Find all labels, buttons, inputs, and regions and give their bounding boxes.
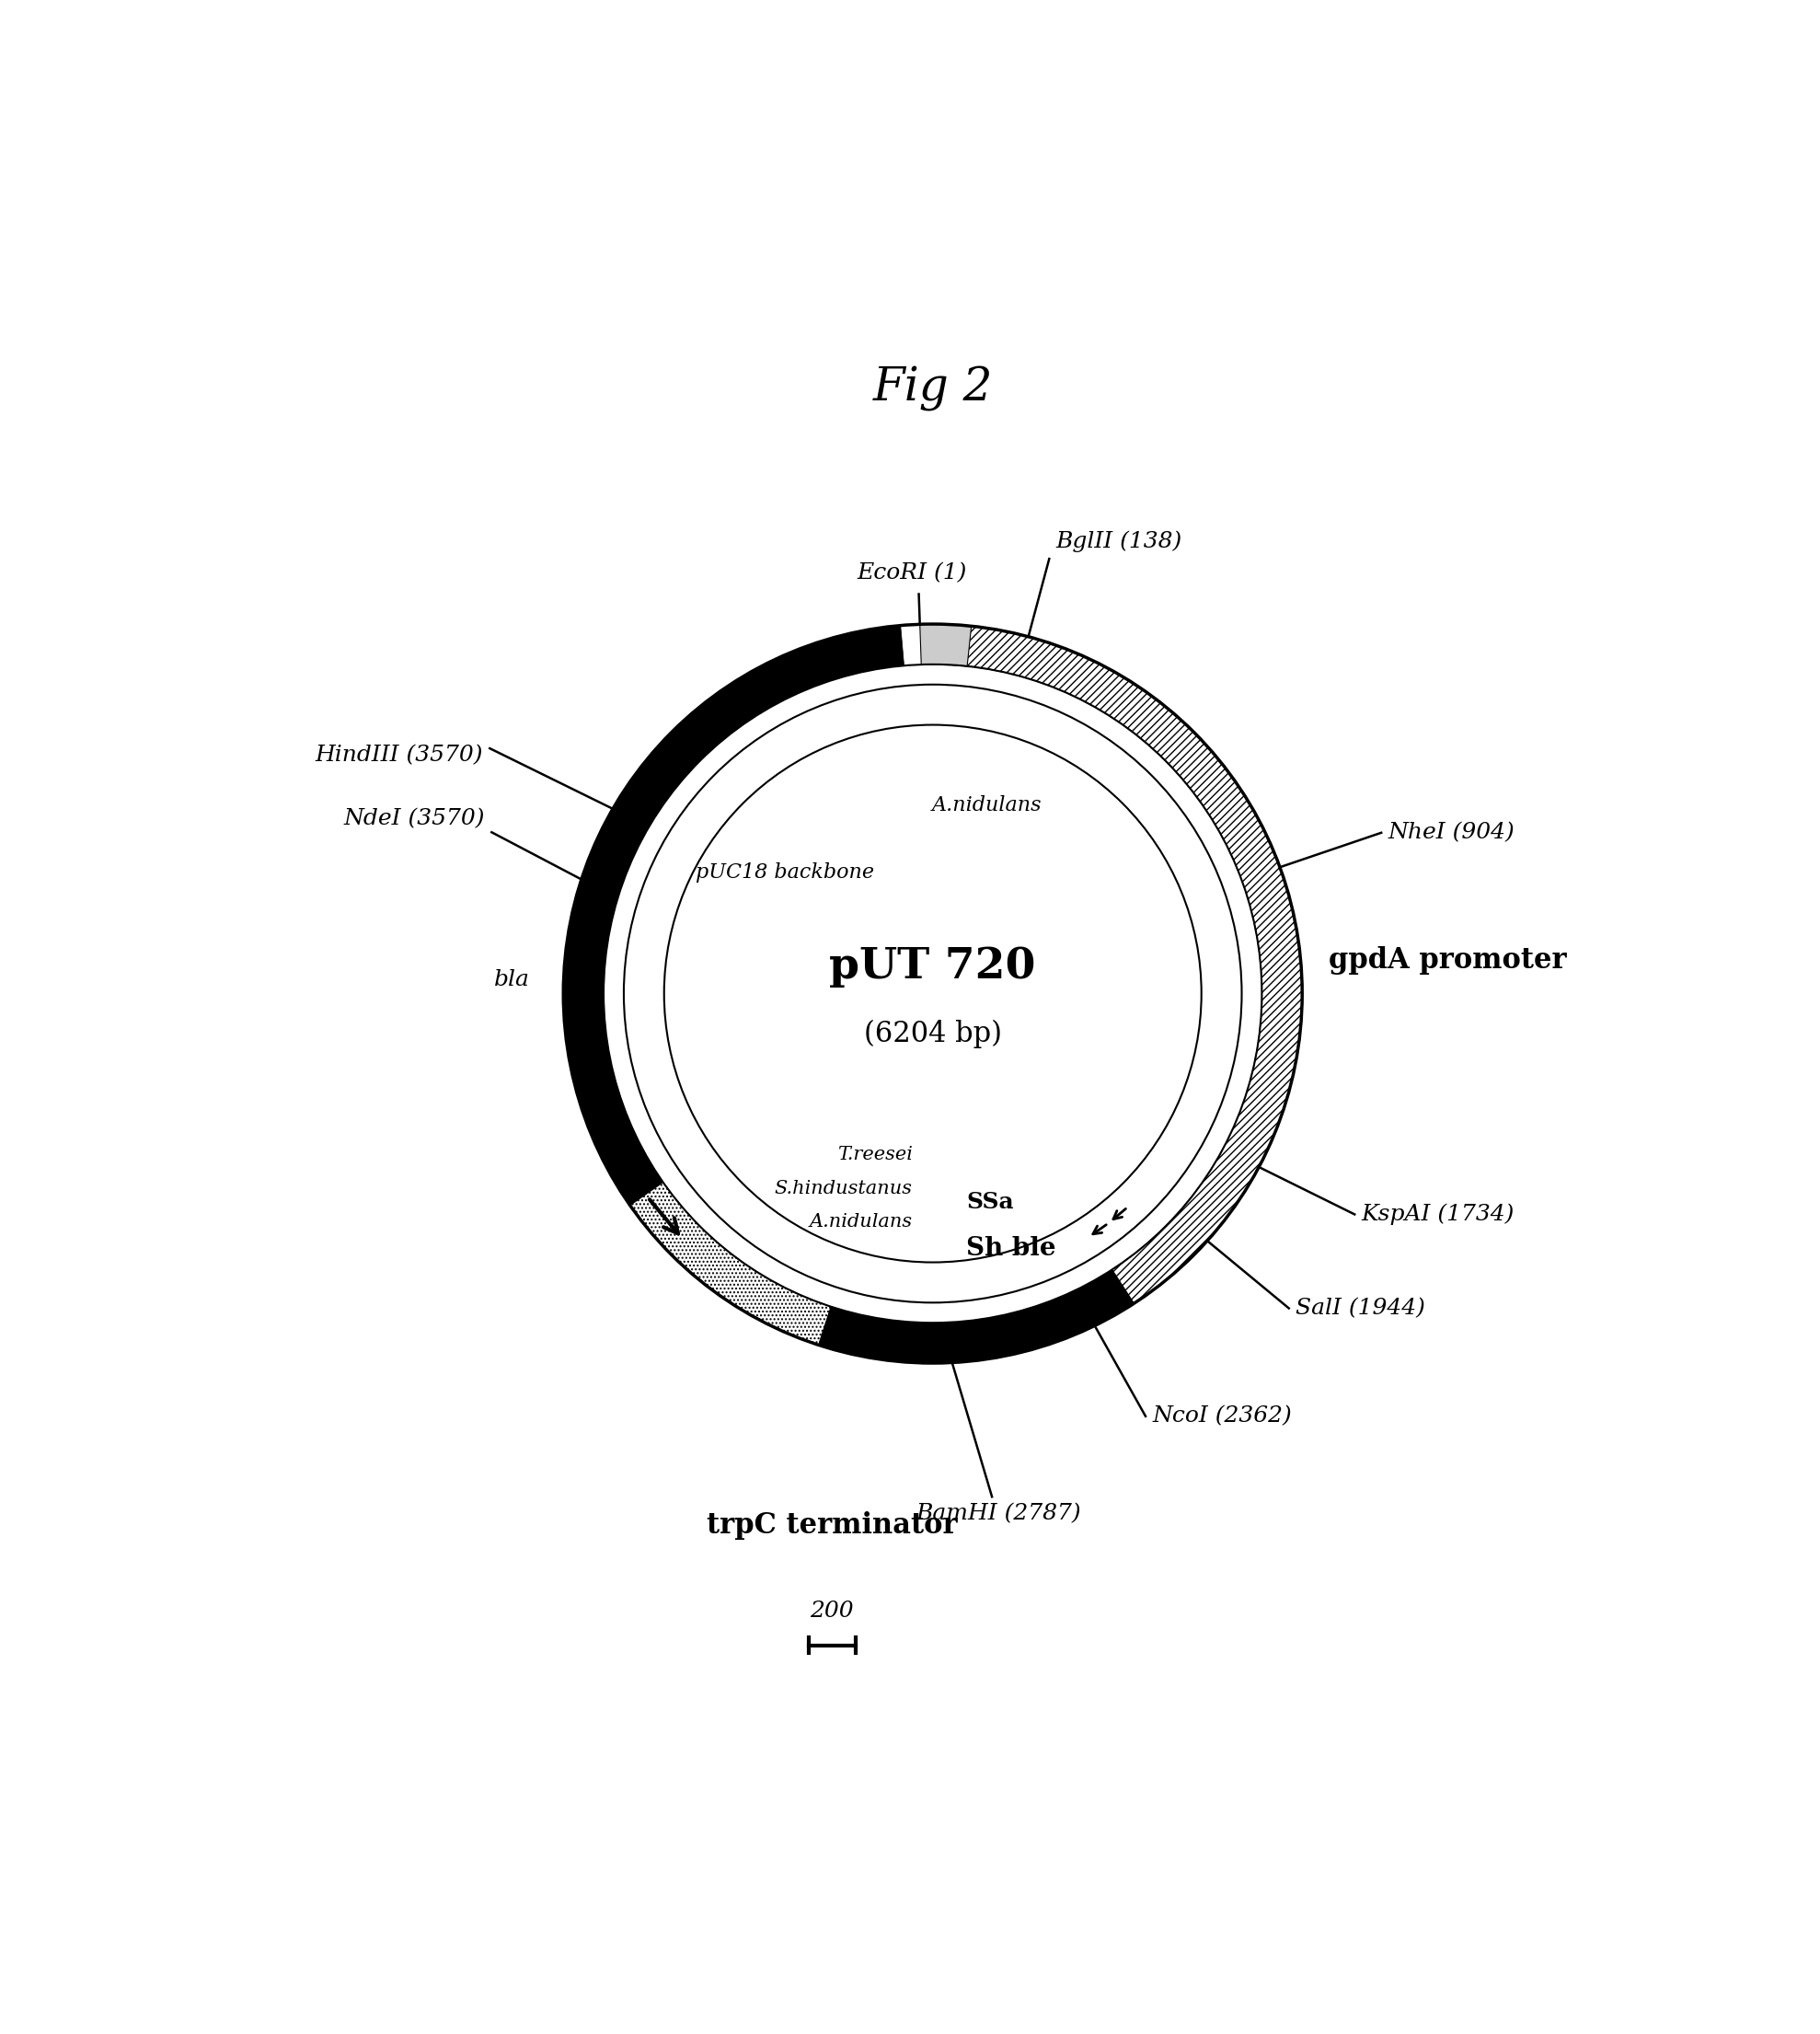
Text: pUC18 backbone: pUC18 backbone (695, 862, 874, 883)
Text: trpC terminator: trpC terminator (706, 1511, 957, 1540)
Text: A.nidulans: A.nidulans (810, 1212, 912, 1231)
Text: NheI (904): NheI (904) (1389, 822, 1514, 844)
Text: HindIII (3570): HindIII (3570) (315, 744, 482, 765)
Text: NcoI (2362): NcoI (2362) (1152, 1405, 1292, 1428)
Text: gpdA promoter: gpdA promoter (1329, 946, 1567, 974)
Text: BamHI (2787): BamHI (2787) (915, 1503, 1081, 1526)
Text: SSa: SSa (966, 1190, 1014, 1212)
Polygon shape (575, 1078, 832, 1344)
Text: Fig 2: Fig 2 (874, 366, 992, 411)
Text: NdeI (3570): NdeI (3570) (344, 807, 484, 830)
Text: EcoRI (1): EcoRI (1) (857, 563, 966, 584)
Text: A.nidulans: A.nidulans (932, 795, 1041, 816)
Text: (6204 bp): (6204 bp) (864, 1019, 1001, 1048)
Text: BglII (138): BglII (138) (1056, 531, 1183, 551)
Polygon shape (919, 624, 972, 667)
Polygon shape (604, 665, 1261, 1322)
Text: 200: 200 (810, 1601, 854, 1621)
Polygon shape (564, 624, 1301, 1363)
Polygon shape (819, 1269, 1134, 1363)
Text: SalI (1944): SalI (1944) (1296, 1298, 1425, 1318)
Text: pUT 720: pUT 720 (830, 946, 1036, 989)
Text: S.hindustanus: S.hindustanus (775, 1180, 912, 1198)
Text: T.reesei: T.reesei (837, 1145, 912, 1163)
Text: KspAI (1734): KspAI (1734) (1361, 1204, 1514, 1224)
Text: Sh ble: Sh ble (966, 1237, 1056, 1261)
Polygon shape (945, 624, 1301, 1304)
Text: bla: bla (493, 970, 530, 991)
Polygon shape (564, 626, 905, 1206)
